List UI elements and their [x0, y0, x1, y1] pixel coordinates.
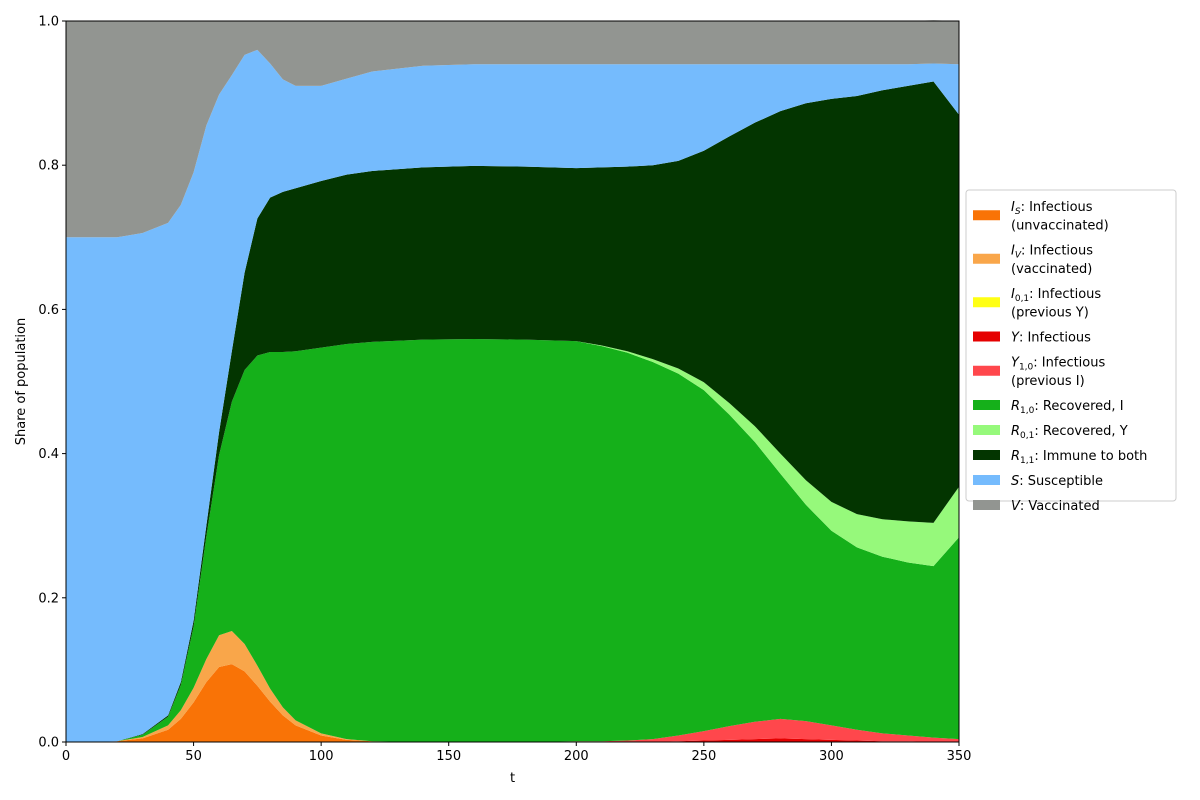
legend-swatch-Y_10 — [973, 365, 1000, 376]
y-tick-label: 0.0 — [38, 736, 59, 751]
legend-swatch-R_10 — [973, 400, 1000, 410]
legend-label-I_S: (unvaccinated) — [1011, 219, 1109, 234]
x-tick-label: 350 — [947, 749, 972, 764]
legend-swatch-S — [973, 475, 1000, 485]
y-tick-label: 0.8 — [38, 159, 59, 174]
legend-label-Y_10: (previous I) — [1011, 374, 1085, 389]
legend-swatch-I_S — [973, 210, 1000, 221]
legend-box — [965, 189, 1177, 502]
area-I_S — [66, 664, 959, 742]
y-axis-ticks: 0.0 0.2 0.4 0.6 0.8 1.0 — [38, 15, 66, 751]
y-tick-label: 0.2 — [38, 591, 59, 606]
area-R_10 — [66, 338, 959, 742]
y-tick-label: 0.4 — [38, 447, 59, 462]
legend-swatch-R_01 — [973, 425, 1000, 435]
y-axis-label: Share of population — [14, 318, 29, 446]
x-axis-ticks: 0 50 100 150 200 250 300 350 — [62, 742, 972, 764]
legend-label-R_11: R1,1: Immune to both — [1011, 449, 1147, 466]
legend-swatch-Y — [973, 331, 1000, 342]
legend: IS: Infectious (unvaccinated) IV: Infectio… — [965, 189, 1177, 514]
legend-label-I_01: I0,1: Infectious — [1011, 287, 1101, 304]
x-tick-label: 100 — [309, 749, 334, 764]
x-tick-label: 300 — [819, 749, 844, 764]
x-axis-label: t — [510, 771, 515, 786]
legend-label-I_01: (previous Y) — [1011, 306, 1089, 321]
x-tick-label: 0 — [62, 749, 70, 764]
area-R_11 — [66, 81, 959, 742]
legend-swatch-V — [973, 500, 1000, 510]
area-I_V — [66, 630, 959, 742]
legend-swatch-I_01 — [973, 297, 1000, 308]
x-tick-label: 50 — [185, 749, 202, 764]
area-S — [66, 49, 959, 742]
legend-label-Y: Y: Infectious — [1011, 331, 1091, 346]
y-tick-label: 1.0 — [38, 15, 59, 30]
x-tick-label: 250 — [691, 749, 716, 764]
x-tick-label: 150 — [436, 749, 461, 764]
x-tick-label: 200 — [564, 749, 589, 764]
legend-label-S: S: Susceptible — [1011, 474, 1103, 489]
legend-label-R_10: R1,0: Recovered, I — [1011, 399, 1124, 416]
y-tick-label: 0.6 — [38, 303, 59, 318]
area-V — [66, 20, 959, 238]
plot-frame — [65, 20, 960, 743]
legend-label-I_V: (vaccinated) — [1011, 262, 1092, 277]
area-layers — [66, 20, 959, 742]
legend-label-R_01: R0,1: Recovered, Y — [1011, 424, 1128, 441]
legend-label-Y_10: Y1,0: Infectious — [1011, 356, 1105, 373]
legend-swatch-I_V — [973, 253, 1000, 264]
legend-label-V: V: Vaccinated — [1011, 499, 1100, 514]
legend-label-I_S: IS: Infectious — [1011, 200, 1093, 217]
legend-label-I_V: IV: Infectious — [1011, 244, 1093, 261]
legend-swatch-R_11 — [973, 450, 1000, 460]
